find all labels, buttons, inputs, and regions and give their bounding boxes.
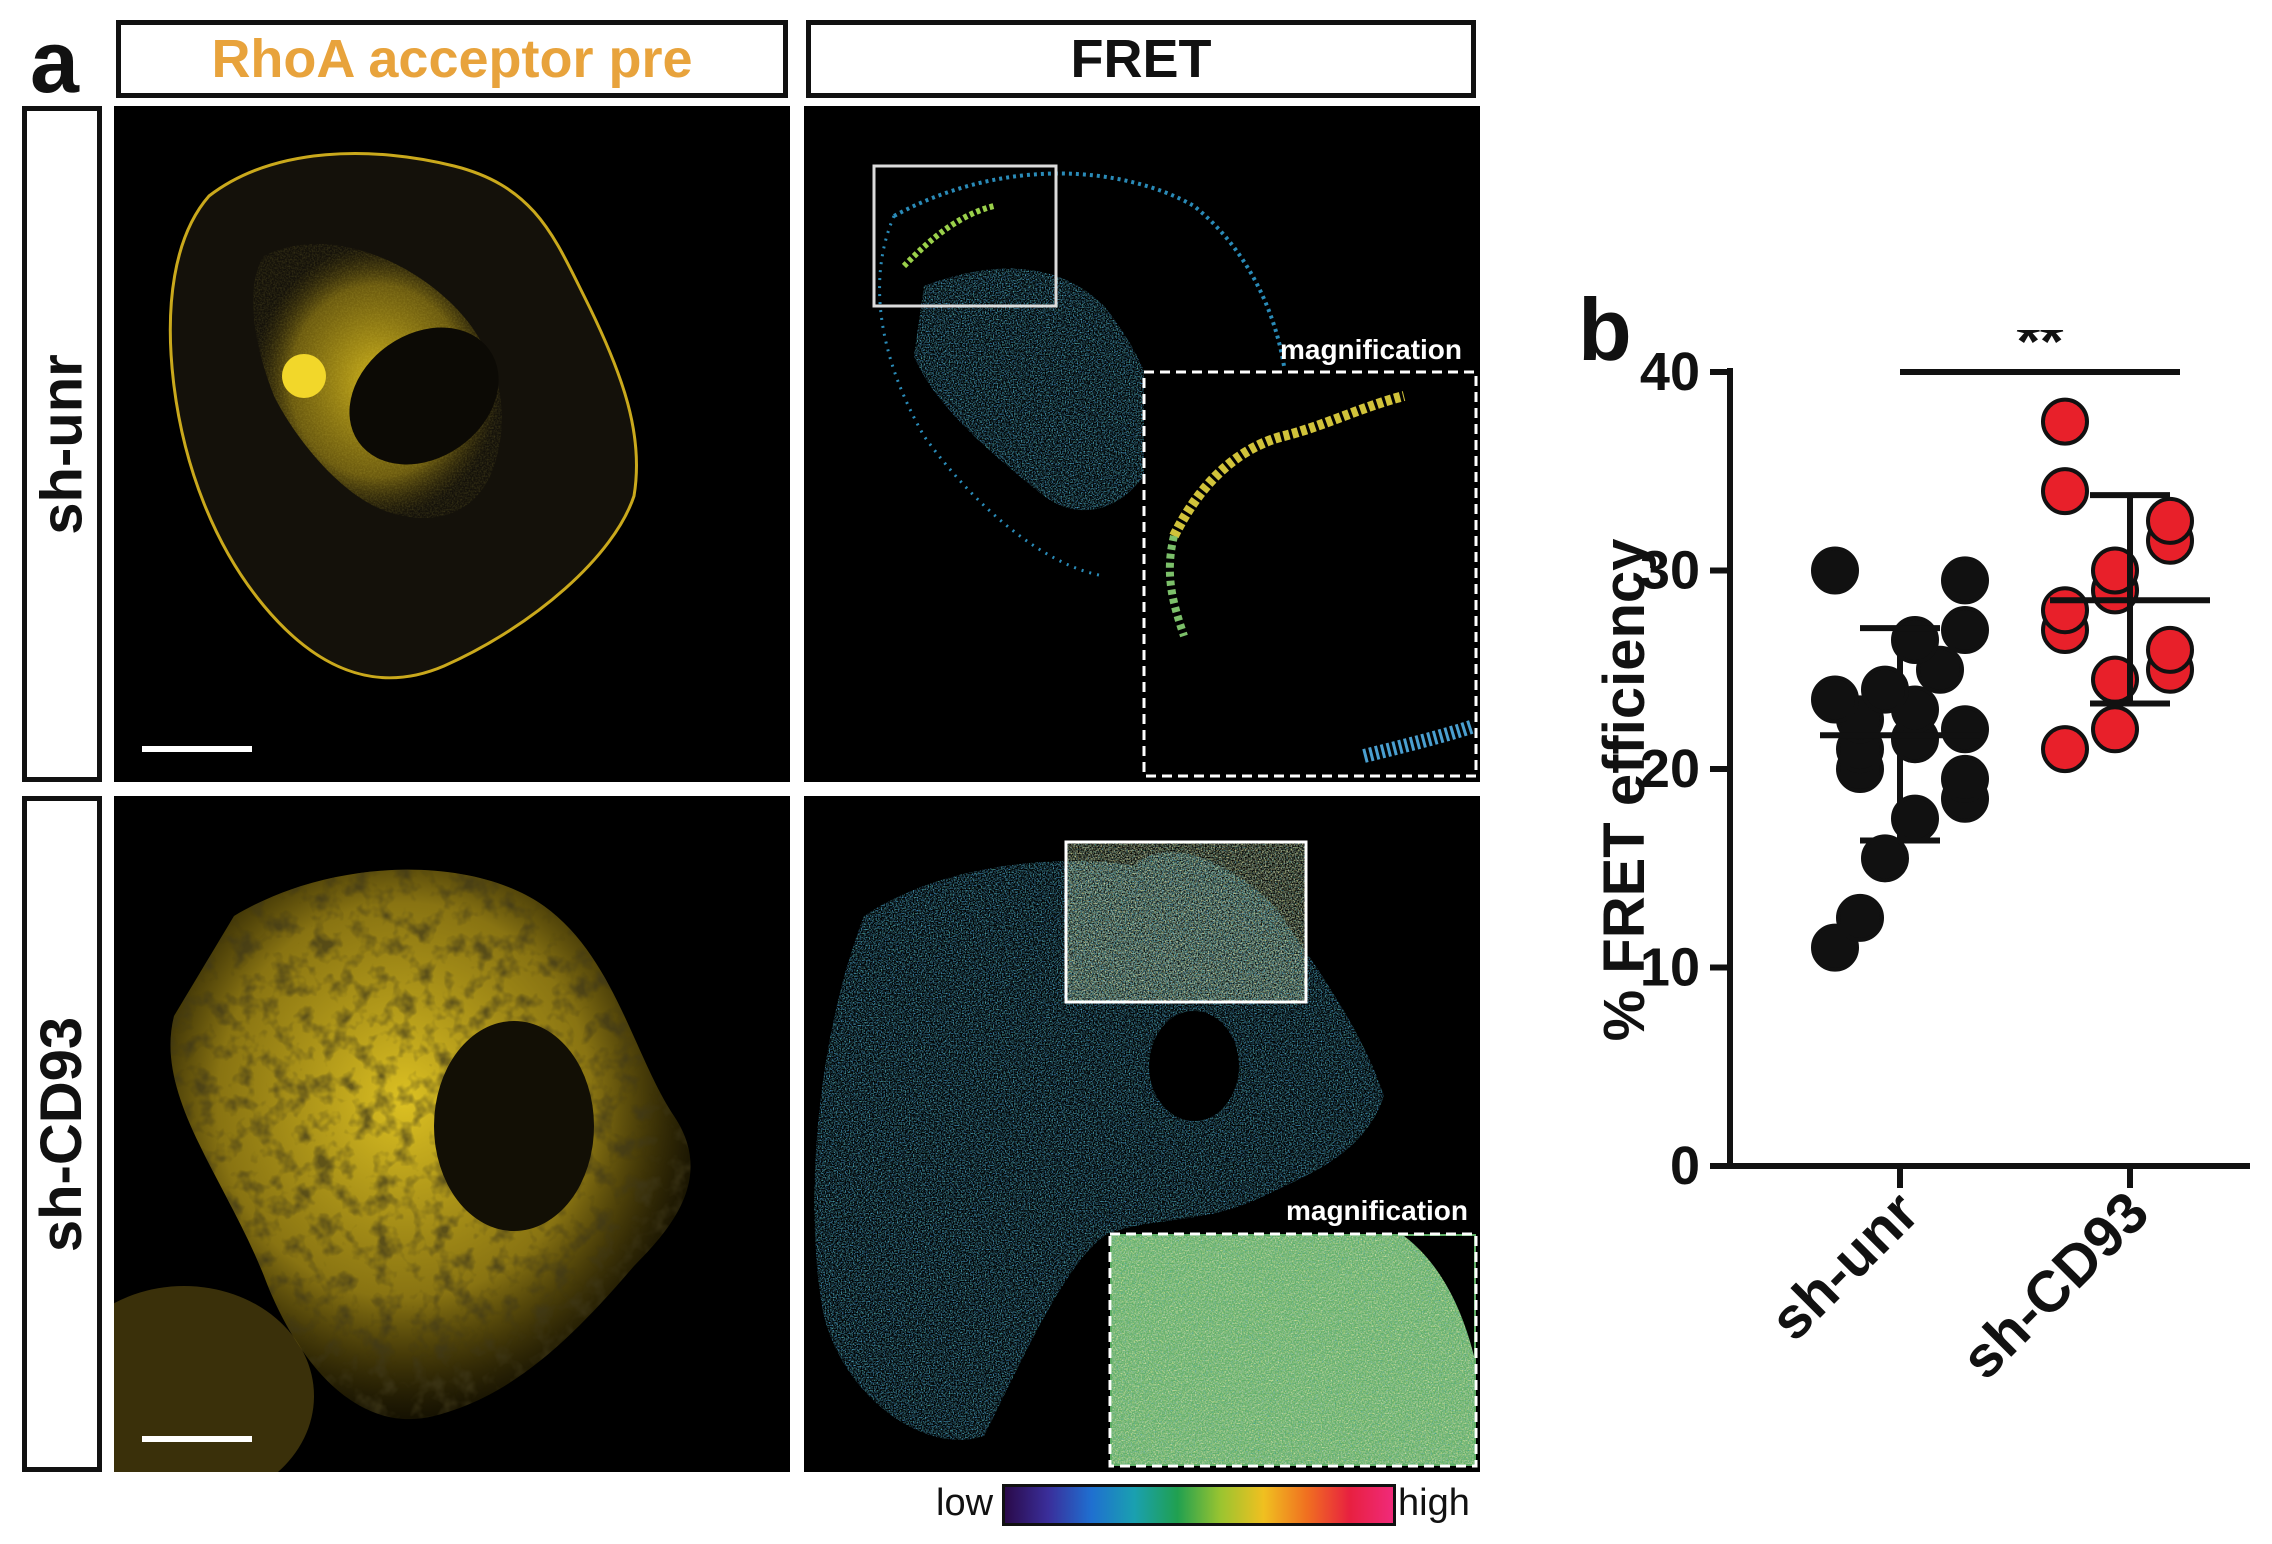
y-tick-label: 0 (1670, 1136, 1700, 1196)
panel-letter-a: a (30, 12, 79, 111)
row-header-sh-unr: sh-unr (22, 106, 102, 782)
significance-label: ** (2017, 330, 2064, 375)
roi-box (872, 164, 1058, 308)
y-tick-label: 40 (1640, 342, 1700, 402)
data-point (1861, 834, 1909, 883)
panel-letter-b: b (1578, 280, 1632, 379)
data-point (2041, 725, 2089, 774)
data-point (1941, 556, 1989, 605)
data-point (1836, 893, 1884, 942)
inset-label-bottom: magnification (1286, 1195, 1468, 1226)
scale-bar (142, 746, 252, 752)
data-point (1941, 754, 1989, 803)
image-acceptor-sh-cd93 (114, 796, 790, 1472)
data-point (1941, 705, 1989, 754)
row-header-sh-unr-label: sh-unr (29, 353, 95, 535)
scale-bar (142, 1436, 252, 1442)
data-point (2146, 625, 2194, 674)
x-tick-label: sh-CD93 (1949, 1179, 2161, 1391)
data-point (1941, 606, 1989, 655)
magnification-inset (1142, 370, 1478, 778)
y-tick-label: 10 (1640, 938, 1700, 998)
roi-box (1064, 840, 1308, 1004)
data-point (2041, 586, 2089, 635)
data-point (2041, 467, 2089, 516)
column-header-fret: FRET (806, 20, 1476, 98)
row-header-sh-cd93-label: sh-CD93 (29, 1016, 95, 1252)
series-sh-CD93 (2041, 397, 2210, 774)
colorbar-low-label: low (936, 1482, 994, 1524)
data-point (2091, 705, 2139, 754)
data-point (1811, 675, 1859, 724)
data-point (1861, 665, 1909, 714)
data-point (1811, 546, 1859, 595)
y-tick-label: 30 (1640, 541, 1700, 601)
data-point (2146, 496, 2194, 545)
data-point (2091, 546, 2139, 595)
image-acceptor-sh-unr (114, 106, 790, 782)
image-fret-sh-cd93: magnification (804, 796, 1480, 1472)
y-axis-label: % FRET efficiency (1592, 539, 1657, 1042)
image-fret-sh-unr: magnification (804, 106, 1480, 782)
x-tick-label: sh-unr (1758, 1179, 1932, 1353)
y-tick-label: 20 (1640, 739, 1700, 799)
fret-efficiency-chart: % FRET efficiency 0 10 20 30 40 sh-unr sh-CD9… (1592, 330, 2250, 1392)
colorbar (1002, 1484, 1396, 1526)
colorbar-high-label: high (1398, 1482, 1470, 1524)
data-point (2041, 397, 2089, 446)
row-header-sh-cd93: sh-CD93 (22, 796, 102, 1472)
series-sh-unr (1811, 546, 1989, 972)
column-header-acceptor: RhoA acceptor pre (116, 20, 788, 98)
inset-label-top: magnification (1280, 334, 1462, 365)
